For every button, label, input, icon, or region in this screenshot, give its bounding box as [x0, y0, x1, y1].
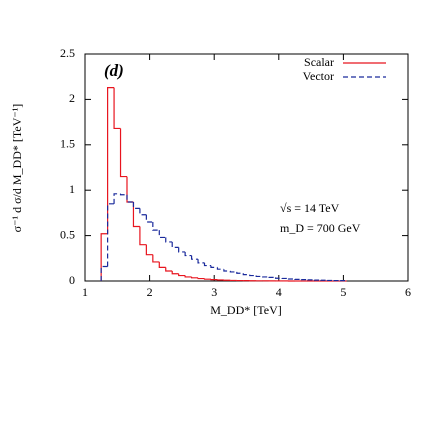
histogram-step [126, 176, 134, 203]
x-tick-label: 6 [405, 285, 411, 299]
histogram-step [203, 262, 211, 267]
y-axis-label: σ⁻¹ d σ/d M_DD* [TeV⁻¹] [10, 104, 24, 233]
histogram-step [132, 202, 140, 209]
histogram-step [249, 274, 257, 277]
histogram-step [184, 251, 192, 257]
y-tick-label: 0.5 [60, 227, 75, 241]
histogram-step [113, 193, 121, 204]
plot-frame [84, 53, 409, 282]
histogram-step [274, 277, 283, 279]
x-tick-label: 3 [211, 285, 217, 299]
histogram-step [119, 193, 127, 196]
y-tick-label: 2 [69, 91, 75, 105]
histogram-step [152, 254, 160, 263]
histogram-step [255, 275, 263, 278]
histogram-step [132, 202, 140, 228]
histogram-step [203, 278, 211, 280]
histogram-step [107, 203, 115, 267]
histogram-step [139, 226, 147, 246]
histogram-step [197, 259, 205, 264]
histogram-step [223, 269, 231, 272]
histogram-step [190, 255, 199, 260]
histogram-step [171, 241, 179, 249]
histogram-step [178, 273, 186, 277]
y-tick-label: 0 [69, 273, 75, 287]
annotation: √s = 14 TeV [280, 201, 340, 215]
histogram-step [229, 271, 237, 273]
x-tick-label: 1 [82, 285, 88, 299]
histogram-step [145, 244, 153, 256]
histogram-step [197, 277, 205, 280]
panel-label: (d) [104, 61, 124, 80]
y-tick-label: 1 [69, 182, 75, 196]
histogram-step [107, 86, 115, 234]
histogram-step [210, 265, 218, 268]
y-tick-label: 2.5 [60, 46, 75, 60]
histogram-step [236, 271, 244, 274]
histogram-step [216, 267, 224, 270]
annotation: m_D = 700 GeV [280, 221, 361, 235]
histogram-step [178, 247, 186, 253]
y-tick-label: 1.5 [60, 137, 75, 151]
histogram-step [119, 128, 127, 178]
histogram-step [113, 87, 121, 130]
x-tick-label: 5 [340, 285, 346, 299]
histogram-step [100, 265, 108, 281]
histogram-step [242, 273, 250, 276]
histogram-step [171, 271, 179, 275]
legend-label: Scalar [304, 55, 334, 69]
x-axis-label: M_DD* [TeV] [210, 303, 281, 317]
histogram-step [287, 278, 295, 280]
histogram-step [100, 233, 108, 281]
histogram-step [158, 261, 166, 268]
histogram-step [165, 237, 173, 243]
histogram-step [139, 208, 147, 216]
histogram-step [190, 276, 199, 279]
histogram-step [184, 275, 192, 278]
histogram-step [152, 221, 160, 231]
x-tick-label: 2 [147, 285, 153, 299]
x-tick-label: 4 [276, 285, 282, 299]
histogram-step [165, 267, 173, 272]
histogram-step [158, 230, 166, 239]
legend-label: Vector [303, 69, 334, 83]
histogram-step [126, 194, 134, 203]
histogram-step [145, 214, 153, 223]
